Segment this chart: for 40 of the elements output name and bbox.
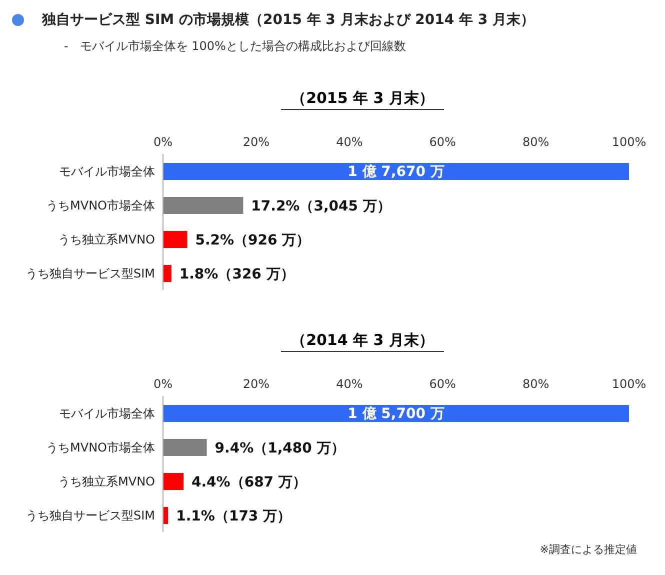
x-tick-label: 40% xyxy=(336,135,363,149)
y-tick-label: モバイル市場全体 xyxy=(59,164,155,178)
x-tick-label: 60% xyxy=(429,135,456,149)
x-tick-label: 0% xyxy=(153,377,173,391)
data-label: 1.1%（173 万） xyxy=(176,508,292,524)
y-tick-label: うち独自サービス型SIM xyxy=(25,266,155,280)
x-tick-label: 0% xyxy=(153,135,173,149)
data-label: 17.2%（3,045 万） xyxy=(251,198,391,214)
text: - モバイル市場全体を 100%とした場合の構成比および回線数 xyxy=(64,38,406,55)
annotation: 1 億 7,670 万 xyxy=(348,162,444,180)
chart-title: （2015 年 3 月末） xyxy=(281,89,444,110)
chart-title: （2014 年 3 月末） xyxy=(281,331,444,352)
text: 独自サービス型 SIM の市場規模（2015 年 3 月末および 2014 年 3 月末） xyxy=(42,11,535,29)
bar xyxy=(163,473,184,490)
y-tick-label: うちMVNO市場全体 xyxy=(46,198,155,212)
y-tick-label: モバイル市場全体 xyxy=(59,406,155,420)
y-tick-label: うち独立系MVNO xyxy=(58,474,155,488)
x-tick-label: 20% xyxy=(242,135,270,149)
annotation: 1 億 5,700 万 xyxy=(348,404,444,422)
x-tick-label: 100% xyxy=(612,135,646,149)
bar xyxy=(163,197,244,214)
data-label: 1.8%（326 万） xyxy=(179,266,294,282)
text: ※調査による推定値 xyxy=(538,542,637,557)
x-tick-label: 100% xyxy=(612,377,646,391)
bar xyxy=(163,231,188,248)
x-tick-label: 60% xyxy=(429,377,456,391)
bar xyxy=(163,163,629,180)
data-label: 9.4%（1,480 万） xyxy=(214,440,345,456)
bar xyxy=(163,439,207,456)
data-label: 5.2%（926 万） xyxy=(195,232,310,248)
bar xyxy=(163,405,629,422)
x-tick-label: 80% xyxy=(522,377,550,391)
y-tick-label: うち独立系MVNO xyxy=(58,232,155,246)
y-tick-label: うちMVNO市場全体 xyxy=(46,440,155,454)
x-tick-label: 80% xyxy=(522,135,550,149)
data-label: 4.4%（687 万） xyxy=(192,474,306,490)
x-tick-label: 20% xyxy=(242,377,270,391)
y-tick-label: うち独自サービス型SIM xyxy=(25,508,155,522)
bar xyxy=(163,265,172,282)
x-tick-label: 40% xyxy=(336,377,363,391)
